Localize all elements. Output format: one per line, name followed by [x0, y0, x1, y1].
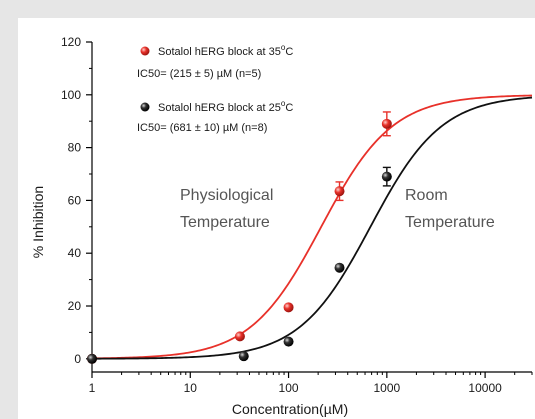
- annotation-room-2: Temperature: [405, 214, 495, 231]
- legend-marker-35c: [140, 46, 150, 56]
- y-tick-label: 120: [61, 35, 81, 49]
- x-tick-label: 10: [184, 381, 198, 395]
- y-tick-label: 80: [68, 141, 82, 155]
- annotation-physiological-2: Temperature: [180, 214, 270, 231]
- data-point-35c: [381, 118, 392, 129]
- axes-group: [91, 42, 532, 373]
- x-tick-label: 10000: [468, 381, 502, 395]
- fit-curve-25c: [92, 96, 533, 360]
- data-point-35c: [334, 186, 345, 197]
- x-ticks-group: 1 10 100 1000 10000: [89, 372, 533, 395]
- data-point-25c: [381, 171, 392, 182]
- data-point-25c: [87, 353, 97, 364]
- y-axis-title: % Inhibition: [30, 186, 46, 258]
- fit-curves-group: [91, 94, 533, 360]
- y-tick-label: 60: [68, 193, 82, 207]
- legend-label-35c: Sotalol hERG block at 35oC: [158, 43, 293, 58]
- data-point-35c: [234, 331, 245, 342]
- x-axis-title: Concentration(µM): [232, 401, 348, 417]
- annotation-physiological-1: Physiological: [180, 187, 273, 204]
- data-point-25c: [334, 262, 345, 273]
- y-tick-label: 20: [68, 299, 82, 313]
- fit-curve-35c: [91, 94, 533, 360]
- legend: Sotalol hERG block at 35oC IC50= (215 ± …: [137, 43, 293, 134]
- legend-label-25c: Sotalol hERG block at 25oC: [158, 99, 293, 114]
- legend-ic50-25c: IC50= (681 ± 10) µM (n=8): [137, 122, 267, 134]
- y-tick-label: 40: [68, 246, 82, 260]
- data-point-25c: [283, 336, 294, 347]
- x-tick-label: 1: [89, 381, 96, 395]
- plot-background: [18, 18, 535, 419]
- data-point-35c: [283, 302, 294, 313]
- legend-ic50-35c: IC50= (215 ± 5) µM (n=5): [137, 68, 261, 80]
- y-ticks-group: 0 20 40 60 80 100 120: [61, 35, 92, 366]
- annotation-room-1: Room: [405, 187, 448, 204]
- legend-marker-25c: [140, 102, 150, 112]
- data-point-25c: [238, 351, 249, 362]
- y-tick-label: 100: [61, 88, 81, 102]
- data-points-group: [87, 111, 392, 364]
- x-tick-label: 1000: [373, 381, 400, 395]
- x-tick-label: 100: [279, 381, 299, 395]
- y-tick-label: 0: [74, 352, 81, 366]
